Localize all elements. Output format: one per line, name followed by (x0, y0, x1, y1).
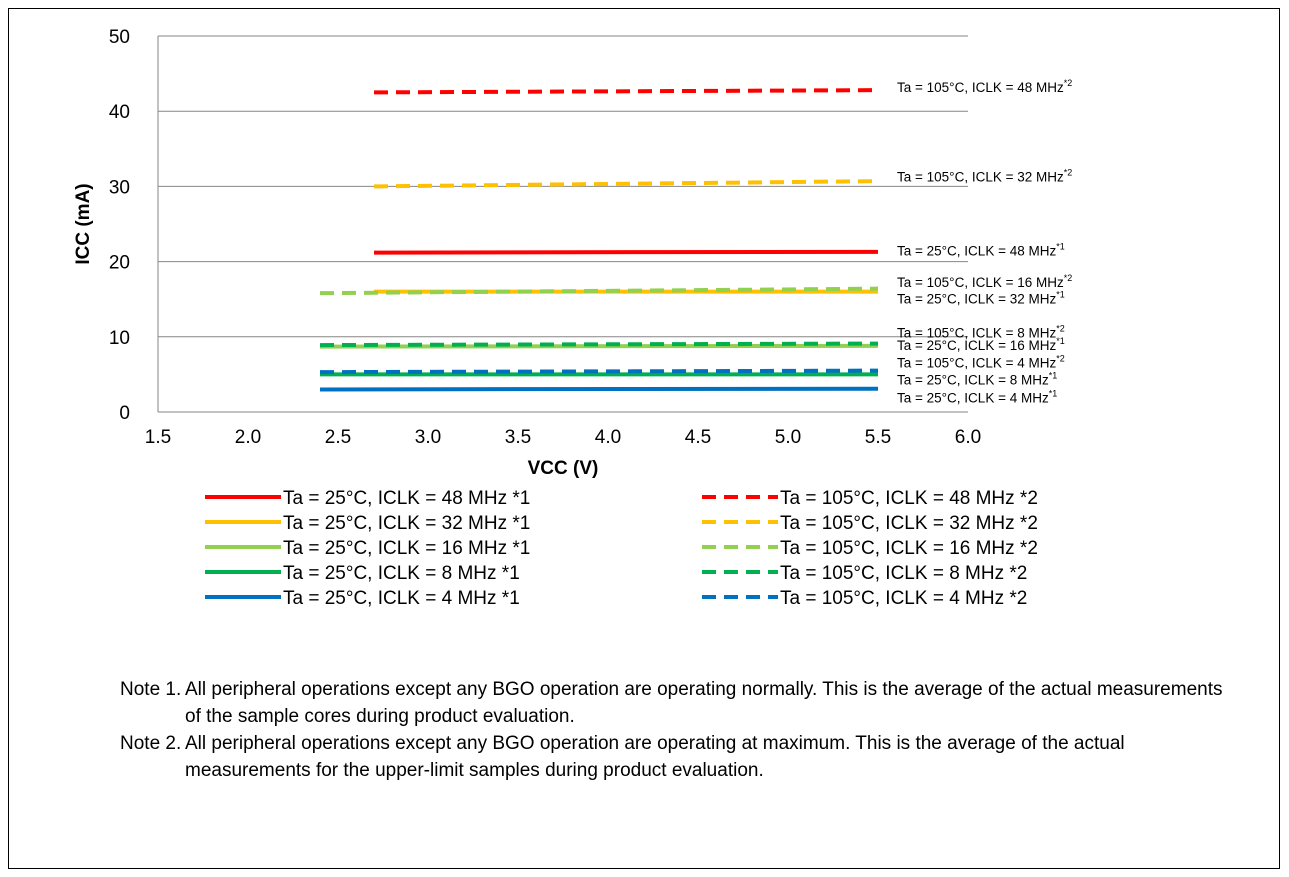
series-line-6 (319, 286, 879, 296)
x-axis-title: VCC (V) (528, 458, 599, 479)
legend-label-6: Ta = 105°C, ICLK = 16 MHz *2 (780, 538, 1038, 559)
annotation-text: Ta = 105°C, ICLK = 16 MHz (897, 275, 1064, 290)
annotation-footnote: *1 (1049, 371, 1058, 381)
legend-label-4: Ta = 105°C, ICLK = 32 MHz *2 (780, 513, 1038, 534)
series-line-9 (319, 386, 879, 392)
note-1-text: All peripheral operations except any BGO… (185, 679, 1223, 727)
y-tick-label: 10 (109, 328, 130, 349)
x-tick-label: 5.0 (775, 427, 801, 448)
note-1: Note 1. All peripheral operations except… (120, 676, 1240, 730)
annotation-label: Ta = 25°C, ICLK = 32 MHz*1 (897, 289, 1065, 306)
x-tick-label: 3.0 (415, 427, 441, 448)
annotation-label: Ta = 25°C, ICLK = 16 MHz*1 (897, 336, 1065, 353)
legend-label-1: Ta = 25°C, ICLK = 48 MHz *1 (283, 488, 530, 509)
y-axis-title: ICC (mA) (73, 183, 94, 264)
x-tick-label: 3.5 (505, 427, 531, 448)
annotation-text: Ta = 105°C, ICLK = 8 MHz (897, 325, 1056, 340)
legend-label-9: Ta = 25°C, ICLK = 4 MHz *1 (283, 588, 520, 609)
annotation-text: Ta = 105°C, ICLK = 48 MHz (897, 80, 1064, 95)
note-1-label: Note 1. (120, 679, 182, 700)
legend-label-5: Ta = 25°C, ICLK = 16 MHz *1 (283, 538, 530, 559)
series-line-2 (373, 88, 879, 95)
x-tick-label: 6.0 (955, 427, 981, 448)
legend-label-7: Ta = 25°C, ICLK = 8 MHz *1 (283, 563, 520, 584)
y-tick-label: 40 (109, 102, 130, 123)
annotation-footnote: *1 (1056, 241, 1065, 251)
legend-label-3: Ta = 25°C, ICLK = 32 MHz *1 (283, 513, 530, 534)
series-line-1 (373, 249, 879, 255)
x-tick-label: 5.5 (865, 427, 891, 448)
annotation-footnote: *2 (1064, 168, 1073, 178)
series-line-10 (319, 368, 879, 375)
note-2: Note 2. All peripheral operations except… (120, 730, 1240, 784)
series-line-4 (373, 179, 879, 189)
note-2-text: All peripheral operations except any BGO… (185, 733, 1125, 781)
annotation-text: Ta = 25°C, ICLK = 8 MHz (897, 373, 1049, 388)
x-tick-label: 1.5 (145, 427, 171, 448)
annotation-footnote: *2 (1064, 273, 1073, 283)
annotation-footnote: *1 (1049, 389, 1058, 399)
annotation-label: Ta = 25°C, ICLK = 8 MHz*1 (897, 371, 1057, 388)
annotation-text: Ta = 25°C, ICLK = 48 MHz (897, 243, 1056, 258)
notes: Note 1. All peripheral operations except… (120, 676, 1240, 784)
annotation-label: Ta = 25°C, ICLK = 4 MHz*1 (897, 389, 1057, 406)
x-tick-label: 2.0 (235, 427, 261, 448)
x-tick-label: 4.5 (685, 427, 711, 448)
annotation-footnote: *2 (1064, 78, 1073, 88)
annotation-text: Ta = 25°C, ICLK = 16 MHz (897, 338, 1056, 353)
annotation-label: Ta = 105°C, ICLK = 16 MHz*2 (897, 273, 1072, 290)
figure-frame (8, 8, 1280, 869)
annotation-label: Ta = 105°C, ICLK = 32 MHz*2 (897, 168, 1072, 185)
x-tick-label: 4.0 (595, 427, 621, 448)
annotation-label: Ta = 105°C, ICLK = 48 MHz*2 (897, 78, 1072, 95)
legend-label-8: Ta = 105°C, ICLK = 8 MHz *2 (780, 563, 1027, 584)
series-line-8 (319, 341, 879, 348)
annotation-text: Ta = 105°C, ICLK = 4 MHz (897, 355, 1056, 370)
y-tick-label: 0 (119, 403, 130, 424)
annotation-text: Ta = 25°C, ICLK = 4 MHz (897, 391, 1049, 406)
annotation-label: Ta = 25°C, ICLK = 48 MHz*1 (897, 241, 1065, 258)
x-tick-label: 2.5 (325, 427, 351, 448)
annotation-label: Ta = 105°C, ICLK = 8 MHz*2 (897, 323, 1065, 340)
note-2-label: Note 2. (120, 733, 182, 754)
annotation-footnote: *1 (1056, 289, 1065, 299)
annotation-footnote: *2 (1056, 323, 1065, 333)
y-tick-label: 50 (109, 27, 130, 48)
annotation-text: Ta = 25°C, ICLK = 32 MHz (897, 291, 1056, 306)
annotation-text: Ta = 105°C, ICLK = 32 MHz (897, 170, 1064, 185)
legend-label-10: Ta = 105°C, ICLK = 4 MHz *2 (780, 588, 1027, 609)
series-line-5 (319, 343, 879, 349)
annotation-footnote: *2 (1056, 353, 1065, 363)
legend-label-2: Ta = 105°C, ICLK = 48 MHz *2 (780, 488, 1038, 509)
annotation-footnote: *1 (1056, 336, 1065, 346)
y-tick-label: 20 (109, 253, 130, 274)
annotation-label: Ta = 105°C, ICLK = 4 MHz*2 (897, 353, 1065, 370)
y-tick-label: 30 (109, 177, 130, 198)
